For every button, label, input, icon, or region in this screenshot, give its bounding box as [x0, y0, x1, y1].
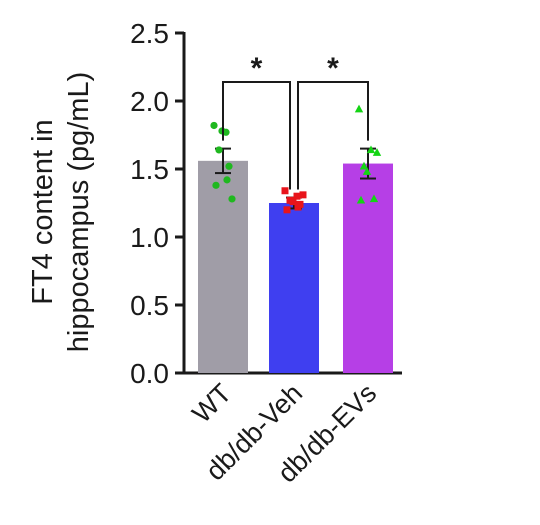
y-axis-label-line-2: hippocampus (pg/mL)	[63, 72, 95, 352]
bar	[343, 163, 393, 373]
y-axis-label-line-1: FT4 content in	[27, 119, 59, 304]
y-tick-label: 2.5	[130, 18, 169, 49]
y-axis-label: FT4 content in hippocampus (pg/mL)	[27, 72, 95, 352]
significance-brackets: * *	[222, 52, 369, 190]
y-tick-label: 2.0	[130, 86, 169, 117]
data-point	[294, 203, 302, 211]
data-point	[225, 162, 233, 170]
x-tick-label-group: WT	[186, 378, 237, 429]
bar	[269, 203, 319, 373]
data-point	[281, 187, 289, 195]
data-point	[362, 167, 372, 175]
bar	[198, 160, 248, 373]
data-point	[299, 191, 307, 199]
y-tick-label: 1.0	[130, 222, 169, 253]
significance-bracket	[297, 80, 369, 190]
data-point	[369, 194, 379, 203]
data-point	[354, 104, 364, 113]
data-point	[289, 198, 297, 206]
data-point	[293, 192, 301, 200]
x-tick-label: WT	[186, 378, 237, 429]
data-point	[223, 176, 231, 184]
y-tick-label: 0.5	[130, 290, 169, 321]
bars	[198, 147, 393, 373]
significance-label: *	[251, 52, 263, 85]
data-point	[215, 146, 223, 154]
data-point	[228, 195, 236, 203]
significance-bracket	[222, 80, 291, 190]
data-point	[356, 195, 366, 204]
data-point	[212, 181, 220, 189]
y-tick-label: 1.5	[130, 154, 169, 185]
data-point	[372, 148, 382, 156]
data-point	[366, 145, 376, 154]
data-point	[359, 161, 369, 170]
data-points	[210, 104, 382, 214]
data-point	[283, 206, 291, 214]
y-tick-label: 0.0	[130, 358, 169, 389]
data-point	[210, 121, 218, 130]
significance-label: *	[327, 52, 339, 85]
